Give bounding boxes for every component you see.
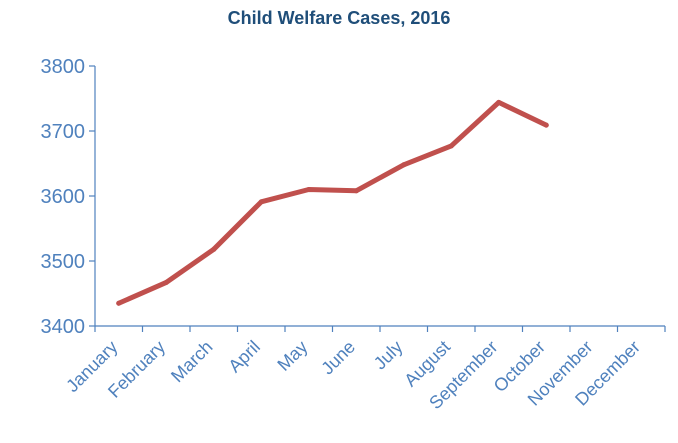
y-tick-label: 3400 bbox=[41, 316, 86, 338]
y-tick-label: 3600 bbox=[41, 186, 86, 208]
y-tick-label: 3800 bbox=[41, 56, 86, 78]
x-tick-label: June bbox=[317, 337, 359, 379]
data-point bbox=[543, 122, 549, 128]
series-layer bbox=[116, 99, 549, 306]
x-tick-label: March bbox=[167, 337, 217, 387]
data-point bbox=[401, 162, 407, 168]
data-point bbox=[258, 199, 264, 205]
axes bbox=[89, 65, 666, 332]
y-tick-label: 3700 bbox=[41, 121, 86, 143]
data-point bbox=[353, 188, 359, 194]
tick-labels: 34003500360037003800JanuaryFebruaryMarch… bbox=[41, 56, 645, 413]
data-point bbox=[163, 279, 169, 285]
data-point bbox=[448, 143, 454, 149]
series-line bbox=[116, 99, 549, 306]
data-point bbox=[116, 300, 122, 306]
data-point bbox=[306, 187, 312, 192]
x-tick-label: July bbox=[370, 337, 407, 374]
data-point bbox=[211, 246, 217, 252]
chart-title: Child Welfare Cases, 2016 bbox=[227, 8, 451, 28]
y-tick-label: 3500 bbox=[41, 251, 86, 273]
x-tick-label: April bbox=[224, 337, 264, 377]
x-tick-label: May bbox=[273, 337, 311, 375]
data-point bbox=[496, 99, 502, 105]
